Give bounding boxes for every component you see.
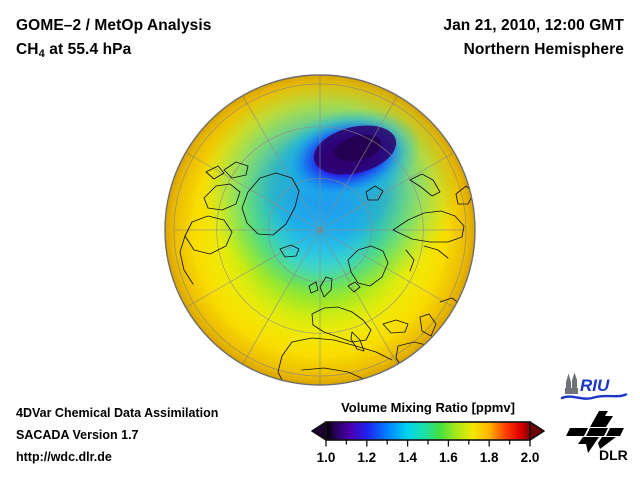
riu-logo-svg: RIU	[560, 372, 628, 400]
species-label-suffix: at 55.4 hPa	[44, 41, 132, 58]
globe-map	[152, 74, 488, 386]
header-left: GOME–2 / MetOp Analysis CH4 at 55.4 hPa	[16, 14, 212, 66]
dlr-logo: DLR	[566, 410, 628, 467]
riu-logo: RIU	[560, 372, 628, 407]
riu-wave-icon	[560, 393, 628, 400]
credit-version: SACADA Version 1.7	[16, 428, 139, 442]
colorbar-low-extend-arrow	[311, 421, 327, 441]
credit-method: 4DVar Chemical Data Assimilation	[16, 406, 219, 420]
colorbar-tick-labels: 1.0 1.2 1.4 1.6 1.8 2.0	[310, 450, 546, 470]
cathedral-spires-icon	[565, 372, 578, 394]
dlr-mark-icon	[566, 411, 624, 453]
colorbar-block: Volume Mixing Ratio [ppmv] 1.0 1.2 1.4 1.6 1…	[310, 400, 546, 470]
colorbar-row	[310, 420, 546, 448]
species-subscript: 4	[38, 48, 45, 60]
globe-outline	[164, 74, 476, 386]
species-label-prefix: CH	[16, 41, 39, 58]
analysis-title: GOME–2 / MetOp Analysis	[16, 17, 212, 34]
limb-shading	[165, 75, 475, 385]
dlr-wordmark: DLR	[599, 447, 628, 462]
colorbar-tick-label: 1.0	[316, 450, 336, 465]
colorbar-high-extend-arrow	[529, 421, 545, 441]
colorbar-tick-label: 2.0	[520, 450, 540, 465]
region-label: Northern Hemisphere	[463, 41, 624, 58]
timestamp-label: Jan 21, 2010, 12:00 GMT	[443, 17, 624, 34]
header-right: Jan 21, 2010, 12:00 GMT Northern Hemisph…	[443, 14, 624, 62]
riu-wordmark: RIU	[580, 376, 610, 395]
colorbar-tick-label: 1.6	[439, 450, 458, 465]
species-altitude-label: CH4 at 55.4 hPa	[16, 38, 212, 66]
credits-block: 4DVar Chemical Data Assimilation SACADA …	[16, 402, 218, 468]
colorbar-title: Volume Mixing Ratio [ppmv]	[341, 400, 515, 415]
dlr-logo-svg: DLR	[566, 411, 628, 463]
colorbar-tick-label: 1.4	[398, 450, 417, 465]
colorbar-tick-label: 1.8	[479, 450, 499, 465]
globe-data-layer	[165, 75, 475, 385]
colorbar-gradient-bar	[325, 421, 531, 441]
credit-url[interactable]: http://wdc.dlr.de	[16, 450, 112, 464]
colorbar-gradient-svg	[311, 421, 545, 447]
colorbar-ticks	[325, 440, 531, 447]
colorbar-tick-label: 1.2	[357, 450, 377, 465]
orthographic-projection-svg	[164, 74, 476, 386]
